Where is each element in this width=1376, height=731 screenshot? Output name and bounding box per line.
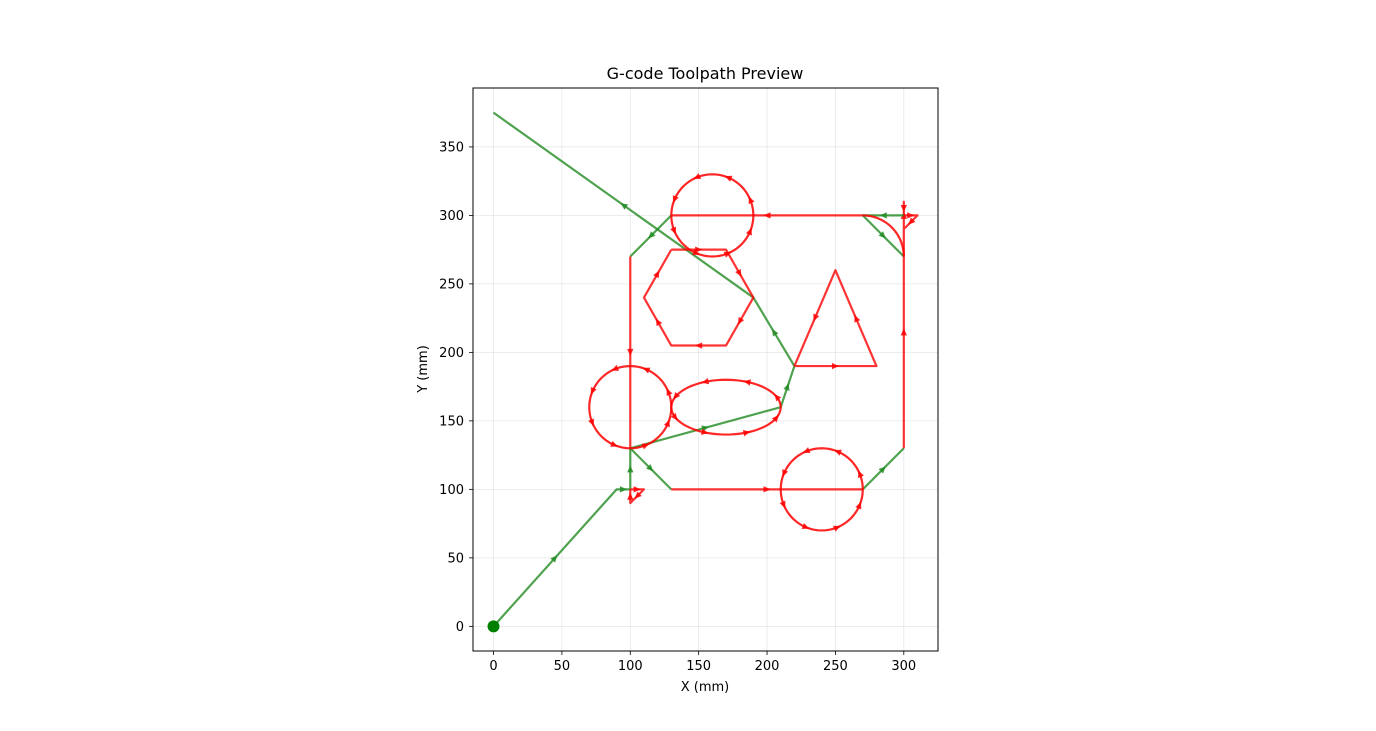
rapid-toolpath xyxy=(492,111,796,450)
direction-arrow xyxy=(858,470,864,479)
x-tick-label: 250 xyxy=(823,659,848,674)
direction-arrow xyxy=(745,227,752,236)
x-tick-label: 100 xyxy=(618,659,643,674)
direction-arrow xyxy=(748,196,755,205)
axes-frame xyxy=(472,87,939,652)
direction-arrow xyxy=(743,379,752,386)
y-tick-label: 200 xyxy=(439,346,464,361)
direction-arrow xyxy=(550,555,558,563)
y-tick-label: 150 xyxy=(439,414,464,429)
y-tick-label: 300 xyxy=(439,209,464,224)
direction-arrow xyxy=(783,383,790,391)
direction-arrow xyxy=(834,449,842,456)
direction-arrow xyxy=(663,419,670,428)
x-tick-label: 0 xyxy=(489,659,497,674)
x-tick-label: 300 xyxy=(891,659,916,674)
direction-arrow xyxy=(813,313,820,322)
direction-arrow xyxy=(670,226,677,235)
direction-arrow xyxy=(742,430,751,437)
direction-arrow xyxy=(701,428,709,435)
y-tick-label: 100 xyxy=(439,483,464,498)
direction-arrow xyxy=(670,412,678,421)
direction-arrow xyxy=(641,443,650,450)
direction-arrow xyxy=(855,501,862,510)
rapid-toolpath xyxy=(492,447,673,628)
direction-arrow xyxy=(666,388,673,396)
direction-arrow xyxy=(648,231,656,239)
cut-circle xyxy=(670,378,782,436)
direction-arrow xyxy=(695,342,703,349)
x-tick-label: 50 xyxy=(554,659,571,674)
ticks: 0 50 100 150 200 250 300 0 50 100 150 200 250 300 350 xyxy=(439,140,916,674)
y-axis-label: Y (mm) xyxy=(416,345,431,394)
direction-arrow xyxy=(907,212,915,219)
direction-arrow xyxy=(831,362,839,370)
direction-arrow xyxy=(693,173,702,180)
direction-arrow xyxy=(701,378,710,385)
direction-arrow xyxy=(620,203,629,210)
direction-arrow xyxy=(878,231,886,239)
direction-arrow xyxy=(655,318,663,327)
plot-area xyxy=(487,111,919,633)
chart-title: G-code Toolpath Preview xyxy=(607,64,804,83)
direction-arrow xyxy=(879,212,887,219)
grid xyxy=(473,88,938,651)
direction-arrow xyxy=(627,492,634,500)
direction-arrow xyxy=(588,418,594,427)
direction-arrow xyxy=(779,500,786,509)
direction-arrow xyxy=(672,195,679,203)
direction-arrow xyxy=(771,414,779,423)
y-tick-label: 350 xyxy=(439,140,464,155)
direction-arrow xyxy=(735,268,742,277)
direction-arrow xyxy=(633,486,641,493)
cut-circle xyxy=(779,447,864,532)
direction-arrow xyxy=(782,469,789,477)
direction-arrow xyxy=(900,328,908,336)
direction-arrow xyxy=(763,486,771,493)
direction-arrow xyxy=(900,205,908,213)
direction-arrow xyxy=(801,523,810,529)
cut-circle xyxy=(670,173,755,258)
cut-toolpath xyxy=(902,200,919,449)
direction-arrow xyxy=(627,348,634,356)
direction-arrow xyxy=(737,316,745,325)
direction-arrow xyxy=(724,175,733,182)
direction-arrow xyxy=(878,466,886,474)
direction-arrow xyxy=(908,217,916,225)
direction-arrow xyxy=(646,464,654,472)
x-tick-label: 150 xyxy=(686,659,711,674)
cut-circle xyxy=(588,364,673,450)
direction-arrow xyxy=(673,391,681,400)
start-point-marker xyxy=(487,620,500,633)
direction-arrow xyxy=(634,491,642,499)
direction-arrow xyxy=(692,249,700,255)
direction-arrow xyxy=(763,212,771,219)
direction-arrow xyxy=(832,525,841,532)
direction-arrow xyxy=(611,364,620,371)
direction-arrow xyxy=(627,465,634,473)
direction-arrow xyxy=(590,386,597,395)
direction-arrow xyxy=(695,246,703,253)
direction-arrow xyxy=(854,314,861,323)
y-tick-label: 250 xyxy=(439,277,464,292)
direction-arrow xyxy=(774,393,782,402)
direction-arrow xyxy=(802,447,811,454)
direction-arrow xyxy=(642,367,651,374)
cut-arc xyxy=(862,214,905,257)
direction-arrow xyxy=(723,251,732,258)
direction-arrow xyxy=(653,270,660,279)
y-tick-label: 50 xyxy=(447,551,464,566)
x-axis-label: X (mm) xyxy=(681,680,730,695)
direction-arrow xyxy=(619,486,627,493)
direction-arrow xyxy=(610,440,618,447)
cut-polygon xyxy=(642,248,755,347)
x-tick-label: 200 xyxy=(755,659,780,674)
y-tick-label: 0 xyxy=(456,620,464,635)
direction-arrow xyxy=(772,328,779,337)
